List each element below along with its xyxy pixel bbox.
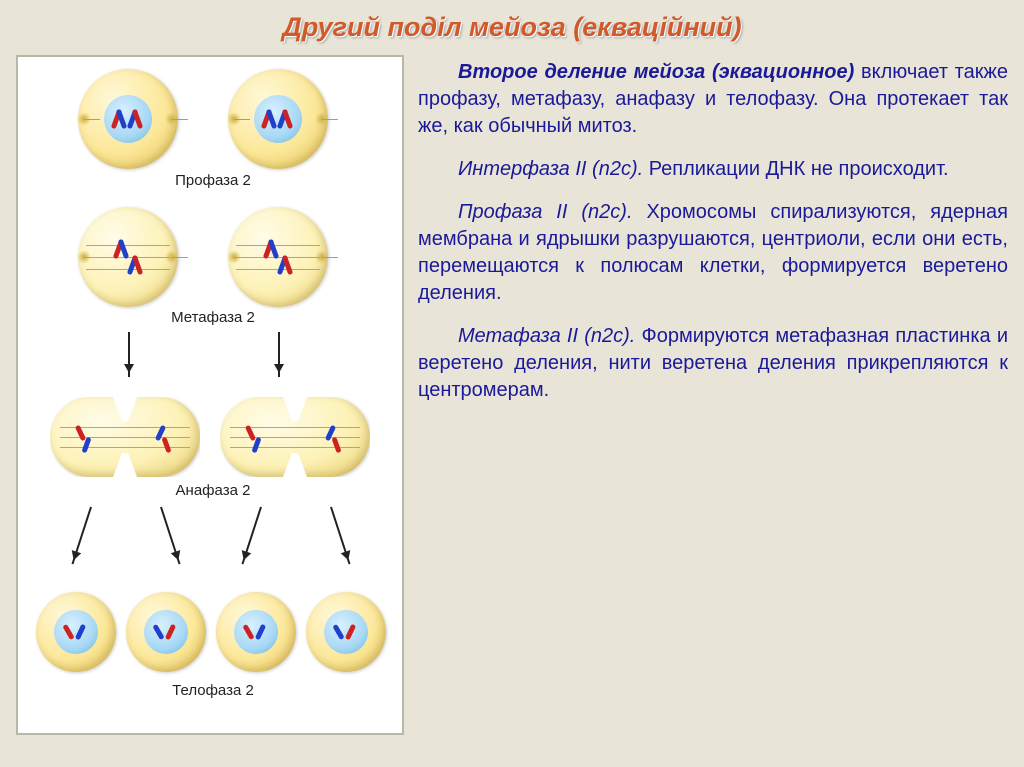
metaphase2-cell-left — [78, 207, 178, 307]
telophase2-cell-3 — [216, 592, 296, 672]
interphase-paragraph: Интерфаза II (n2c). Репликации ДНК не пр… — [418, 156, 1008, 183]
label-prophase2: Профаза 2 — [168, 172, 258, 189]
label-anaphase2: Анафаза 2 — [168, 482, 258, 499]
label-telophase2: Телофаза 2 — [163, 682, 263, 699]
page-title: Другий поділ мейоза (екваційний) — [16, 12, 1008, 43]
metaphase2-cell-right — [228, 207, 328, 307]
meiosis-diagram: Профаза 2 — [16, 55, 404, 735]
text-panel: Второе деление мейоза (эквационное) вклю… — [418, 55, 1008, 735]
label-metaphase2: Метафаза 2 — [163, 309, 263, 326]
intro-lead: Второе деление мейоза (эквационное) — [458, 61, 854, 83]
anaphase2-cell-right — [220, 397, 370, 477]
metaphase-paragraph: Метафаза II (n2c). Формируются метафазна… — [418, 323, 1008, 404]
term: Метафаза II (n2c). — [458, 325, 635, 347]
arrow — [160, 507, 180, 565]
term: Интерфаза II (n2c). — [458, 158, 643, 180]
para-text: Репликации ДНК не происходит. — [643, 158, 948, 180]
anaphase2-cell-left — [50, 397, 200, 477]
telophase2-cell-4 — [306, 592, 386, 672]
content-row: Профаза 2 — [16, 55, 1008, 735]
arrow — [330, 507, 350, 565]
arrow — [72, 507, 92, 565]
arrow — [128, 332, 130, 377]
prophase2-cell-left — [78, 69, 178, 169]
arrow — [278, 332, 280, 377]
intro-paragraph: Второе деление мейоза (эквационное) вклю… — [418, 59, 1008, 140]
prophase2-cell-right — [228, 69, 328, 169]
telophase2-cell-2 — [126, 592, 206, 672]
arrow — [242, 507, 262, 565]
term: Профаза II (n2c). — [458, 201, 633, 223]
prophase-paragraph: Профаза II (n2c). Хромосомы спирализуютс… — [418, 199, 1008, 307]
telophase2-cell-1 — [36, 592, 116, 672]
